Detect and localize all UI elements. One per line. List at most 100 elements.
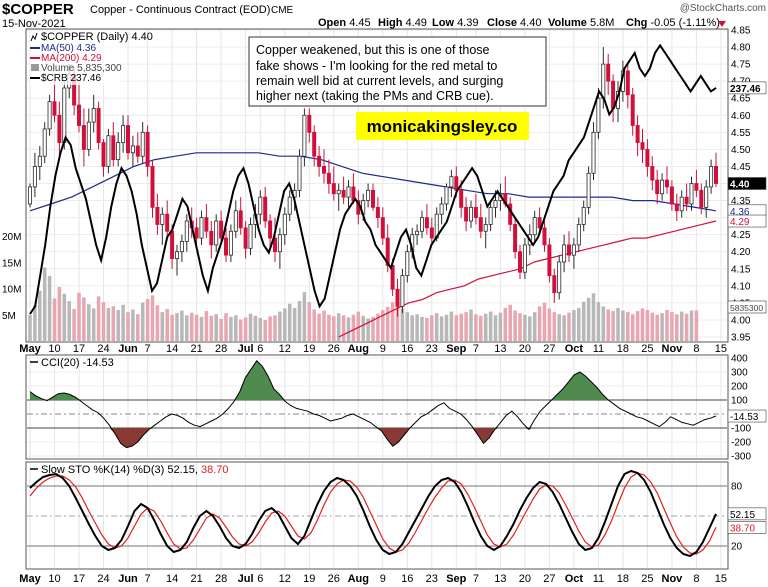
candle-body — [214, 220, 219, 246]
candle-body — [513, 224, 518, 253]
price-y-tick: 4.35 — [731, 196, 751, 207]
candle-body — [444, 186, 449, 205]
volume-bar — [96, 296, 101, 341]
cci-y-tick: 300 — [731, 368, 748, 379]
x-tick-label-bottom: 28 — [215, 573, 227, 585]
legend-cci: CCI(20) -14.53 — [41, 357, 114, 369]
cci-tag: -14.53 — [730, 412, 759, 423]
volume-bar — [650, 312, 655, 341]
candle-body — [302, 114, 307, 157]
candle-body — [439, 203, 444, 215]
volume-bar — [67, 301, 71, 341]
candle-body — [400, 275, 405, 307]
candle-body — [518, 251, 522, 273]
x-tick-label: 7 — [473, 343, 479, 355]
candle-body — [380, 217, 385, 239]
candle-body — [32, 166, 37, 188]
volume-bar — [542, 302, 547, 341]
svg-text:Chg -0.05 (-1.11%): Chg -0.05 (-1.11%) — [626, 17, 720, 29]
candle-body — [552, 275, 557, 294]
volume-bar — [670, 312, 674, 341]
price-layer — [28, 43, 718, 338]
candle-body — [86, 121, 91, 150]
volume-bar — [72, 308, 76, 341]
volume-bar — [234, 315, 238, 341]
volume-bar — [523, 314, 527, 341]
candle-body — [111, 135, 116, 161]
x-tick-label-bottom: 27 — [543, 573, 555, 585]
x-tick-label-bottom: Jun — [118, 573, 138, 585]
volume-bar — [621, 310, 625, 341]
volume-y-tick: 20M — [2, 232, 21, 243]
candle-body — [165, 213, 170, 232]
candle-body — [420, 217, 424, 232]
candle-body — [233, 210, 238, 232]
candle-body — [121, 125, 126, 143]
candle-body — [532, 217, 537, 236]
x-tick-label: 18 — [617, 343, 629, 355]
x-tick-label-bottom: Oct — [565, 573, 584, 585]
volume-bar — [214, 314, 218, 341]
candle-body — [464, 206, 469, 222]
volume-bar — [694, 310, 699, 341]
x-tick-label: 12 — [279, 343, 291, 355]
crb-tag-box — [727, 81, 767, 95]
candle-body — [674, 203, 679, 212]
candle-body — [228, 230, 233, 256]
x-tick-label-bottom: 23 — [426, 573, 438, 585]
candle-body — [709, 166, 714, 188]
candle-body — [488, 206, 493, 225]
ma50-line — [29, 152, 717, 212]
volume-bar — [189, 312, 194, 341]
candle-body — [699, 189, 704, 208]
volume-bar — [209, 315, 214, 341]
volume-bar — [572, 310, 576, 341]
stoch-legend: Slow STO %K(14) %D(3) 52.15, 38.70 — [30, 464, 229, 476]
candle-body — [547, 244, 552, 276]
volume-bar — [351, 314, 356, 341]
volume-bar — [469, 309, 473, 341]
volume-bar — [356, 311, 361, 341]
volume-bar — [626, 312, 630, 341]
x-tick-label: 20 — [519, 343, 531, 355]
candle-body — [669, 186, 674, 205]
candle-body — [635, 125, 640, 143]
x-tick-label-bottom: 12 — [279, 573, 291, 585]
volume-bar — [488, 311, 493, 341]
candle-body — [650, 166, 655, 181]
x-tick-label-bottom: 11 — [593, 573, 604, 585]
volume-bar — [581, 301, 586, 341]
legend-ma200: MA(200) 4.29 — [41, 53, 102, 64]
volume-bar — [557, 314, 561, 341]
candle-body — [106, 135, 111, 167]
close-tag-box — [727, 177, 767, 190]
candle-body — [179, 241, 184, 253]
stoch-d-tag: 38.70 — [730, 523, 755, 534]
crb-tag: 237.46 — [730, 84, 761, 95]
x-tick-label-bottom: May — [19, 573, 41, 585]
candle-body — [116, 142, 121, 161]
candle-body — [130, 145, 135, 154]
candle-body — [542, 227, 547, 246]
candle-body — [322, 166, 326, 174]
volume-bar — [679, 311, 684, 341]
x-tick-label: 26 — [328, 343, 340, 355]
price-y-tick: 4.20 — [731, 247, 751, 258]
volume-bar — [518, 313, 522, 341]
candle-body — [366, 189, 371, 201]
candle-body — [47, 101, 52, 130]
candle-body — [714, 166, 718, 184]
chart-symbol: $COPPER — [2, 1, 74, 18]
x-tick-label-bottom: 21 — [190, 573, 202, 585]
candle-body — [493, 200, 498, 208]
volume-bar — [537, 306, 542, 341]
candle-body — [42, 128, 47, 157]
cci-y-tick: -100 — [731, 424, 751, 435]
volume-bar — [630, 314, 635, 341]
candle-body — [331, 183, 336, 195]
x-tick-label: 8 — [693, 343, 699, 355]
volume-y-tick: 15M — [2, 258, 21, 269]
stoch-d-value: 38.70 — [201, 464, 229, 476]
x-tick-label: 10 — [48, 343, 60, 355]
candle-body — [684, 196, 689, 205]
